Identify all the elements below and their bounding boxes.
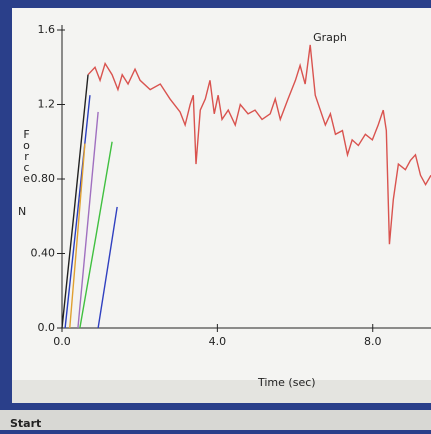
series-line	[77, 111, 99, 329]
y-tick-label: 0.40	[31, 247, 56, 260]
chart-title: Graph	[313, 31, 347, 44]
y-tick-label: 0.0	[38, 321, 56, 334]
y-tick-label: 0.80	[31, 172, 56, 185]
y-axis-label: Force	[20, 128, 33, 183]
series-line	[87, 44, 431, 245]
x-axis-label: Time (sec)	[257, 376, 316, 389]
series-line	[79, 141, 113, 329]
taskbar	[0, 410, 431, 430]
y-tick-label: 1.2	[38, 98, 56, 111]
status-area	[12, 380, 431, 403]
y-axis-unit: N	[18, 205, 26, 218]
x-tick-label: 0.0	[53, 335, 71, 348]
start-button[interactable]: Start	[10, 417, 41, 430]
series-line	[64, 95, 91, 329]
series-line	[97, 206, 118, 329]
window	[12, 8, 431, 403]
x-tick-label: 8.0	[364, 335, 382, 348]
x-tick-label: 4.0	[209, 335, 227, 348]
y-tick-label: 1.6	[38, 23, 56, 36]
series-line	[69, 143, 86, 329]
series-line	[61, 74, 89, 329]
